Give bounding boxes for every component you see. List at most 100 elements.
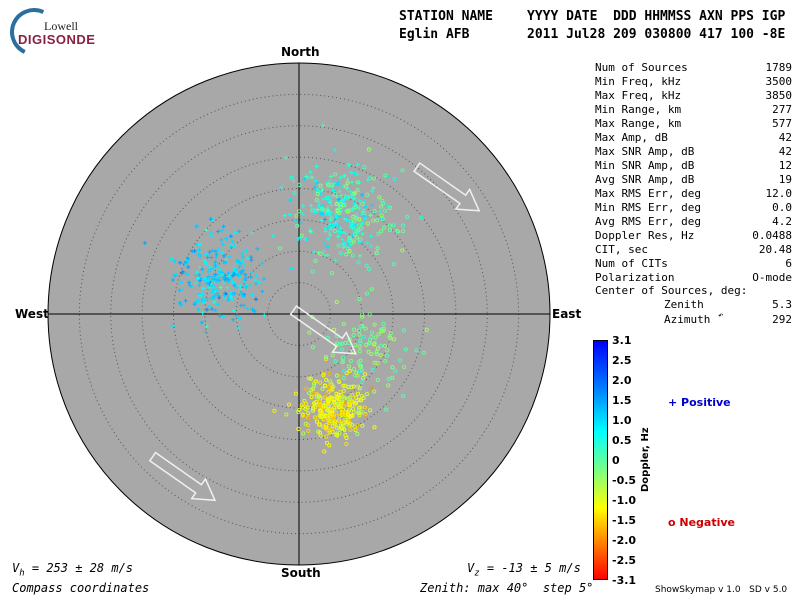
- source-point-positive: [226, 297, 231, 302]
- source-point-negative: [381, 321, 386, 326]
- source-point-negative: [309, 387, 314, 392]
- source-point-positive: [261, 276, 266, 281]
- doppler-colorbar: [593, 340, 608, 580]
- source-point-negative: [370, 368, 375, 373]
- source-point-negative: [320, 386, 325, 391]
- logo-top: Lowell: [44, 19, 78, 33]
- source-point-negative: [337, 431, 342, 436]
- source-point-positive: [180, 269, 185, 274]
- source-point-positive: [196, 252, 201, 257]
- source-point-negative: [401, 394, 406, 399]
- stat-value: 19: [778, 173, 792, 186]
- colorbar-tick-label: -0.5: [612, 474, 637, 487]
- source-point-negative: [403, 347, 408, 352]
- source-point-negative: [352, 367, 357, 372]
- source-point-negative: [296, 209, 302, 214]
- source-point-negative: [318, 396, 323, 401]
- source-point-negative: [372, 425, 377, 430]
- source-point-positive: [319, 218, 324, 223]
- source-point-negative: [360, 423, 365, 428]
- source-point-negative: [341, 383, 346, 388]
- source-point-negative: [314, 395, 320, 400]
- source-point-negative: [334, 299, 339, 304]
- source-point-negative: [307, 330, 312, 335]
- source-point-negative: [377, 195, 382, 200]
- source-point-negative: [374, 251, 379, 256]
- source-point-negative: [366, 341, 371, 346]
- source-point-negative: [385, 348, 390, 353]
- source-point-negative: [324, 357, 329, 362]
- source-point-negative: [329, 427, 334, 432]
- header-fields-label: YYYY DATE DDD HHMMSS AXN PPS IGP: [527, 9, 786, 24]
- stat-value: 12: [778, 159, 792, 172]
- source-point-negative: [353, 205, 358, 210]
- source-point-negative: [324, 392, 329, 397]
- source-point-positive: [216, 302, 221, 307]
- source-point-positive: [363, 199, 368, 204]
- source-point-positive: [345, 217, 350, 222]
- source-point-positive: [179, 302, 184, 307]
- source-point-negative: [334, 202, 339, 207]
- source-point-negative: [316, 429, 321, 434]
- source-point-negative: [356, 408, 361, 414]
- source-point-negative: [327, 408, 332, 413]
- velocity-arrow-shape: [148, 451, 217, 502]
- stat-label: Polarization: [595, 271, 675, 284]
- source-point-positive: [342, 241, 347, 246]
- source-point-negative: [366, 349, 371, 354]
- source-point-negative: [313, 258, 318, 263]
- source-point-positive: [196, 307, 201, 312]
- source-point-negative: [371, 176, 376, 181]
- source-point-negative: [391, 337, 397, 342]
- source-point-negative: [310, 345, 315, 350]
- source-point-positive: [221, 224, 226, 229]
- colorbar-tick-label: 0: [612, 454, 620, 467]
- colorbar-tick-label: 0.5: [612, 434, 632, 447]
- source-point-negative: [357, 297, 362, 302]
- stat-label: Max Range, km: [595, 117, 682, 130]
- azimuth-arrow-icon: ↶: [718, 311, 724, 321]
- source-point-negative: [324, 434, 329, 439]
- source-point-negative: [338, 250, 343, 256]
- source-point-positive: [283, 155, 288, 160]
- source-point-negative: [369, 352, 374, 357]
- compass-south: South: [281, 566, 321, 580]
- source-point-negative: [383, 208, 388, 213]
- colorbar-tick-label: 1.5: [612, 394, 632, 407]
- source-point-positive: [200, 292, 205, 297]
- source-point-positive: [323, 217, 328, 222]
- vh-readout: Vh = 253 ± 28 m/s: [12, 561, 134, 579]
- stat-label: Num of Sources: [595, 61, 688, 74]
- source-point-negative: [317, 399, 322, 404]
- source-point-positive: [253, 281, 258, 286]
- source-point-negative: [360, 312, 365, 317]
- source-point-positive: [203, 329, 208, 334]
- source-point-positive: [219, 273, 224, 278]
- velocity-arrow: [412, 162, 481, 212]
- source-point-negative: [392, 176, 397, 181]
- source-point-positive: [350, 232, 355, 237]
- source-point-positive: [333, 221, 338, 226]
- source-point-negative: [341, 412, 346, 417]
- source-point-positive: [365, 240, 370, 245]
- source-point-negative: [383, 359, 388, 364]
- source-point-positive: [333, 147, 338, 152]
- coords-label: Compass coordinates: [12, 581, 150, 595]
- source-point-positive: [362, 214, 367, 219]
- source-point-negative: [341, 388, 346, 393]
- source-point-positive: [368, 213, 373, 218]
- source-point-positive: [314, 187, 319, 192]
- source-point-positive: [352, 225, 357, 230]
- source-point-negative: [375, 346, 380, 351]
- source-point-positive: [239, 303, 244, 308]
- source-point-positive: [256, 280, 261, 285]
- source-point-negative: [324, 440, 330, 446]
- source-point-negative: [379, 329, 384, 334]
- source-point-positive: [327, 200, 332, 205]
- source-point-positive: [169, 256, 174, 261]
- source-point-positive: [345, 177, 350, 182]
- stat-value: 42: [778, 131, 792, 144]
- source-point-negative: [327, 443, 332, 448]
- source-point-positive: [335, 223, 340, 228]
- source-point-positive: [255, 246, 260, 251]
